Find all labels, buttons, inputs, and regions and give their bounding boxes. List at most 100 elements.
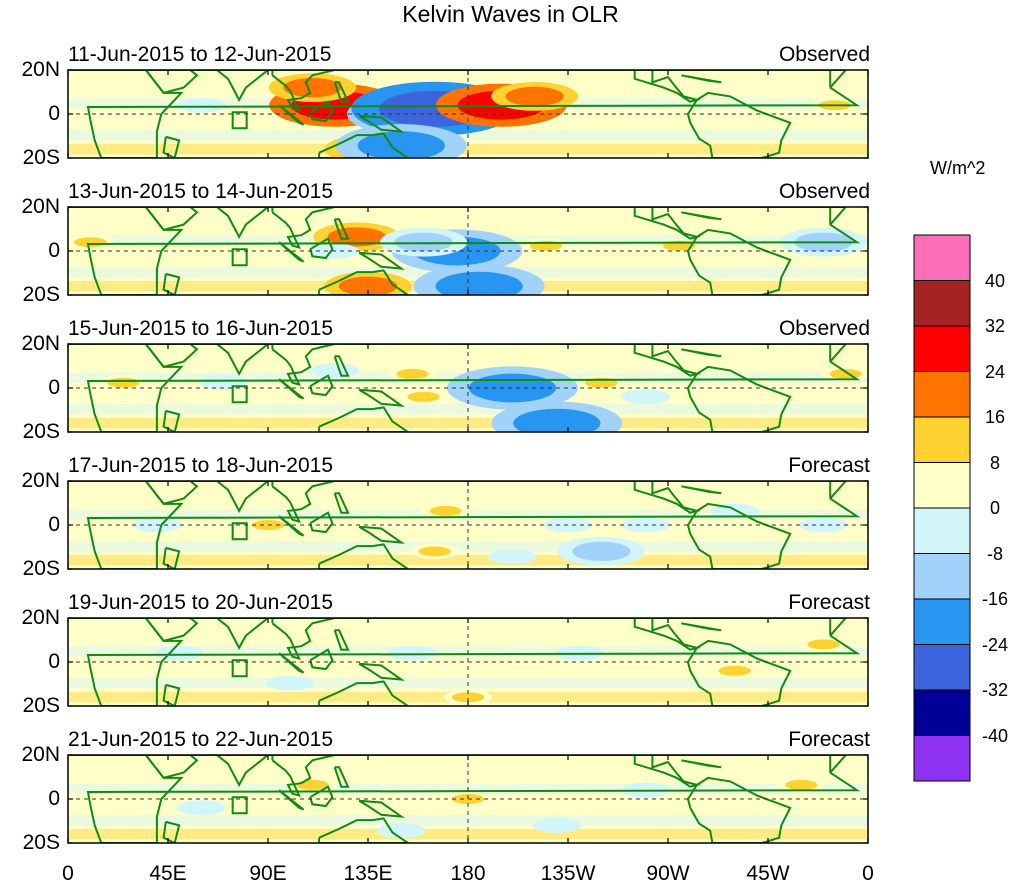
map-panel-6 [68, 755, 868, 843]
anomaly-contour [283, 78, 342, 98]
anomaly-contour [496, 551, 529, 562]
coastline [309, 100, 334, 123]
coastline [216, 207, 270, 240]
y-tick-label: 20S [22, 146, 60, 169]
y-tick-label: 20N [21, 58, 60, 81]
panel-date-label: 19-Jun-2015 to 20-Jun-2015 [68, 591, 334, 614]
anomaly-contour [718, 505, 751, 516]
anomaly-contour [185, 100, 218, 111]
anomaly-contour [274, 678, 307, 689]
map-panel-2 [68, 207, 868, 295]
coastline [633, 207, 701, 240]
anomaly-contour [629, 391, 662, 402]
coastline [145, 207, 199, 232]
coastline [318, 406, 410, 432]
x-tick-label: 180 [450, 862, 486, 885]
x-tick-label: 45E [149, 862, 187, 885]
chart-title: Kelvin Waves in OLR [402, 1, 619, 27]
colorbar-level-label: 40 [984, 270, 1006, 291]
panel-type-label: Observed [778, 317, 870, 340]
colorbar-level-label: 16 [984, 407, 1006, 427]
anomaly-contour [513, 408, 601, 432]
coastline [358, 662, 405, 681]
anomaly-band [68, 143, 868, 155]
coastline [358, 114, 405, 133]
coastline [318, 269, 410, 295]
x-tick-label: 90W [646, 862, 690, 885]
coastline [216, 481, 270, 514]
map-panel-4 [68, 481, 868, 569]
coastline [162, 820, 181, 843]
y-tick-label: 20N [21, 195, 60, 218]
coastline [318, 543, 410, 569]
colorbar-units-label: W/m^2 [930, 158, 986, 178]
coastline [686, 639, 792, 706]
panel-date-label: 11-Jun-2015 to 12-Jun-2015 [68, 43, 332, 66]
y-tick-label: 20S [22, 831, 60, 854]
coastline [278, 241, 305, 263]
coastline [333, 81, 350, 103]
coastline [633, 481, 701, 514]
coastline [145, 344, 199, 369]
anomaly-band [68, 554, 868, 566]
colorbar-level-label: -40 [981, 725, 1008, 746]
coastline [162, 409, 181, 432]
y-tick-label: 20N [21, 606, 60, 629]
region-box [231, 522, 248, 541]
coastline [309, 374, 334, 397]
coastline [333, 218, 350, 240]
coastline [68, 618, 861, 706]
coastline [686, 776, 792, 843]
colorbar-swatch [913, 735, 971, 782]
coastline [358, 799, 405, 818]
coastline [686, 502, 792, 569]
x-tick-label: 0 [862, 862, 874, 885]
coastline [681, 485, 722, 495]
coastline [681, 211, 722, 221]
region-box [231, 796, 248, 815]
colorbar-swatch [913, 507, 971, 554]
anomaly-contour [829, 368, 862, 379]
coastline [68, 755, 861, 843]
coastline [309, 237, 334, 260]
coastline [633, 344, 701, 377]
coastline [278, 104, 305, 126]
anomaly-contour [429, 505, 462, 516]
coastline [686, 365, 792, 432]
coastline [271, 207, 335, 250]
x-tick-label: 90E [249, 862, 287, 885]
colorbar-level-label: -32 [981, 680, 1008, 700]
coastline [271, 755, 335, 798]
anomaly-contour [418, 546, 451, 557]
coastline [309, 648, 334, 671]
region-box [231, 385, 248, 404]
colorbar-swatch [913, 416, 971, 463]
coastline [309, 785, 334, 808]
anomaly-contour [185, 802, 218, 813]
y-tick-label: 0 [48, 650, 60, 673]
anomaly-contour [338, 276, 398, 295]
coastline [633, 755, 701, 788]
panel-date-label: 15-Jun-2015 to 16-Jun-2015 [68, 317, 334, 340]
coastline [333, 629, 350, 651]
anomaly-contour [572, 541, 631, 562]
y-tick-label: 0 [48, 239, 60, 262]
coastline [216, 755, 270, 788]
anomaly-contour [327, 227, 386, 247]
y-tick-label: 20S [22, 694, 60, 717]
coastline [829, 755, 846, 773]
panel-type-label: Forecast [788, 728, 870, 751]
colorbar-swatch [913, 689, 971, 736]
colorbar-swatch [913, 371, 971, 418]
coastline [333, 355, 350, 377]
coastline [318, 817, 410, 843]
coastline [278, 789, 305, 811]
panel-type-label: Forecast [788, 591, 870, 614]
y-tick-label: 20N [21, 332, 60, 355]
anomaly-contour [505, 86, 564, 106]
coastline [829, 344, 846, 362]
anomaly-contour [407, 391, 440, 402]
coastline [309, 511, 334, 534]
anomaly-band [68, 828, 868, 840]
coastline [271, 481, 335, 524]
